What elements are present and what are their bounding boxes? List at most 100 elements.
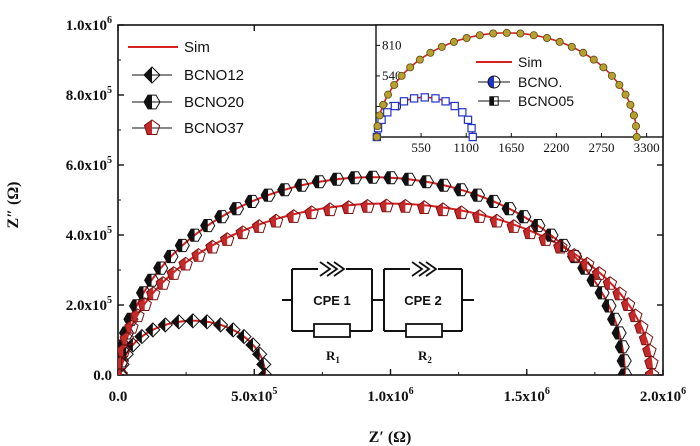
marker-bcno37	[155, 276, 171, 290]
marker-bcno12	[145, 322, 161, 338]
sim-fit-bcno12	[119, 319, 267, 375]
inset-marker-bcno05	[629, 111, 638, 120]
inset-marker-bcno05	[372, 132, 381, 141]
marker-bcno37	[205, 239, 220, 254]
inset-marker-bcno05	[437, 42, 446, 51]
inset-legend-sim-label: Sim	[518, 54, 542, 70]
cpe2-symbol	[411, 261, 438, 277]
marker-bcno20	[453, 183, 469, 197]
marker-bcno37	[146, 286, 161, 301]
marker-bcno20	[163, 249, 179, 264]
inset-y-tick-label: 540	[382, 68, 402, 83]
legend-bcno37-label: BCNO37	[184, 120, 244, 137]
marker-bcno37	[553, 239, 568, 254]
marker-bcno37	[489, 213, 504, 228]
inset-x-tick-label: 2750	[589, 140, 615, 155]
resistor-r1	[313, 323, 351, 338]
x-tick-label: 5.0x105	[231, 386, 277, 405]
inset-marker-bcno	[441, 97, 450, 106]
legend-bcno37-marker	[143, 119, 161, 135]
marker-bcno37	[191, 247, 206, 262]
legend-bcno20-marker	[143, 94, 161, 110]
x-tick-label: 2.0x106	[640, 386, 686, 405]
marker-bcno37	[235, 225, 250, 240]
inset-marker-bcno05	[397, 71, 406, 80]
marker-bcno12	[212, 317, 229, 333]
inset-x-tick-label: 3300	[634, 140, 660, 155]
marker-bcno20	[174, 238, 190, 253]
inset-marker-bcno	[383, 108, 392, 117]
inset-plot-frame	[375, 24, 664, 138]
y-axis-label: Z″ (Ω)	[5, 182, 22, 229]
inset-x-tick-label: 550	[411, 140, 431, 155]
marker-bcno37	[219, 232, 235, 246]
marker-bcno37	[472, 209, 487, 223]
marker-bcno37	[118, 355, 129, 370]
marker-bcno20	[200, 219, 216, 233]
inset-marker-bcno	[420, 93, 429, 102]
inset-data-layer	[372, 28, 641, 142]
marker-bcno37	[322, 202, 338, 217]
cpe1-label: CPE 1	[313, 293, 351, 308]
inset-marker-bcno05	[632, 132, 641, 141]
inset-marker-bcno05	[632, 122, 641, 131]
marker-bcno20	[214, 210, 230, 224]
r1-label: R1	[326, 348, 340, 365]
marker-bcno20	[401, 172, 417, 186]
marker-bcno20	[601, 299, 617, 313]
marker-bcno20	[516, 210, 532, 224]
y-tick-label: 0.0	[93, 368, 112, 384]
inset-legend-bcno05-marker	[489, 96, 499, 106]
marker-bcno20	[260, 188, 276, 202]
inset-marker-bcno05	[415, 55, 424, 64]
marker-bcno37	[130, 308, 145, 323]
marker-bcno37	[634, 319, 649, 334]
marker-bcno12	[157, 317, 174, 333]
marker-bcno37	[360, 198, 375, 213]
marker-bcno12	[134, 328, 150, 345]
cpe1-symbol	[319, 261, 346, 277]
marker-bcno20	[418, 175, 434, 189]
marker-bcno37	[178, 256, 193, 271]
marker-bcno37	[341, 200, 356, 214]
marker-bcno20	[294, 178, 310, 192]
inset-marker-bcno	[399, 97, 409, 106]
marker-bcno37	[612, 286, 627, 301]
marker-bcno37	[398, 198, 413, 213]
y-tick-label: 6.0x105	[66, 155, 112, 174]
legend-bcno12-marker	[143, 66, 161, 84]
inset-marker-bcno05	[390, 80, 399, 89]
x-tick-label: 0.0	[109, 389, 128, 405]
marker-bcno12	[199, 314, 215, 330]
inset-legend-marker-bcno	[487, 75, 501, 89]
inset-marker-bcno05	[426, 48, 435, 57]
marker-bcno37	[379, 198, 394, 213]
inset-marker-bcno05	[406, 63, 415, 72]
inset-marker-bcno05	[579, 48, 588, 57]
marker-bcno20	[616, 354, 632, 368]
inset-marker-bcno05	[516, 29, 525, 38]
main-data-layer	[118, 170, 660, 375]
inset-legend-bcno05-label: BCNO05	[518, 93, 574, 109]
inset-marker-bcno05	[626, 100, 635, 109]
marker-bcno20	[311, 175, 327, 189]
marker-bcno37	[579, 256, 595, 271]
x-tick-label: 1.0x106	[367, 386, 413, 405]
inset-marker-bcno	[431, 94, 440, 103]
marker-bcno37	[268, 213, 284, 228]
inset-marker-bcno05	[475, 31, 484, 40]
inset-legend-marker-bcno05	[489, 96, 499, 106]
marker-bcno12	[245, 337, 261, 353]
inset-axis-ticks	[376, 44, 648, 137]
marker-bcno20	[501, 202, 517, 216]
inset-marker-bcno05	[379, 100, 388, 109]
inset-marker-bcno05	[599, 63, 608, 72]
inset-marker-bcno05	[555, 37, 564, 46]
main-legend: Sim BCNO12 BCNO20 BCNO37	[128, 39, 244, 137]
legend-marker-bcno37	[143, 119, 161, 135]
marker-bcno37	[620, 297, 636, 311]
marker-bcno20	[469, 188, 486, 202]
r2-label: R2	[418, 348, 432, 365]
marker-bcno20	[365, 170, 381, 184]
y-tick-label: 4.0x105	[66, 225, 112, 244]
